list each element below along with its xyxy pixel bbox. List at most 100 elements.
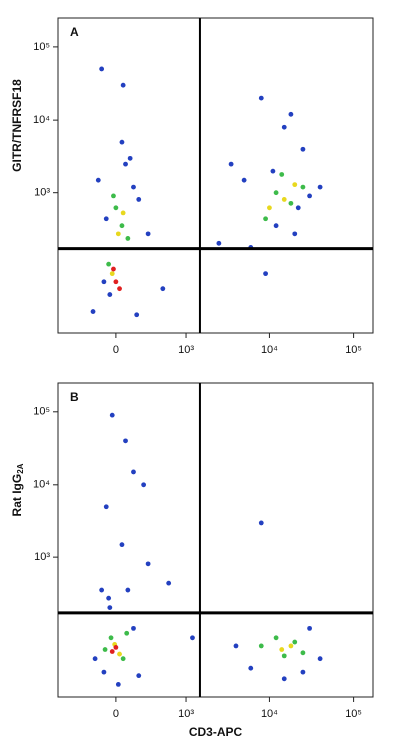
event-dot [124, 630, 130, 636]
event-dot [288, 643, 294, 649]
y-axis-label-text: GITR/TNFRSF18 [10, 79, 24, 172]
event-dot [145, 231, 151, 237]
event-dot [109, 412, 115, 418]
plot-frame [57, 382, 374, 698]
event-dot [131, 469, 136, 475]
y-tick-label: 10⁵ [33, 406, 50, 418]
event-dot [119, 139, 125, 145]
event-dot [115, 682, 121, 687]
event-dot [190, 635, 195, 641]
event-dot [131, 184, 136, 190]
event-dot [103, 504, 109, 510]
panel-letter: A [70, 25, 79, 39]
event-dot [109, 271, 115, 277]
event-dot [263, 216, 268, 222]
event-dot [233, 643, 239, 649]
x-tick-label: 10⁵ [345, 708, 362, 720]
x-tick-label: 0 [113, 708, 119, 720]
event-dot [95, 177, 101, 183]
event-dot [107, 292, 113, 297]
event-dot [101, 669, 107, 675]
event-dot [295, 205, 301, 211]
event-dot [258, 643, 264, 649]
event-dot [307, 625, 312, 631]
event-dot [106, 595, 112, 601]
event-dot [273, 190, 279, 196]
event-dot [120, 82, 126, 88]
event-dot [99, 587, 105, 593]
event-dot [119, 223, 125, 229]
event-dot [125, 236, 131, 241]
panel-letter: B [70, 390, 79, 404]
event-dot [107, 605, 113, 611]
event-dot [300, 146, 306, 152]
event-dot [127, 155, 133, 161]
x-tick-label: 10⁴ [261, 344, 278, 356]
y-tick-label: 10⁴ [33, 479, 50, 491]
event-dot [136, 197, 142, 202]
event-dot [228, 161, 234, 167]
event-dot [125, 587, 131, 593]
y-tick-label: 10⁵ [33, 41, 50, 53]
event-dot [288, 200, 294, 206]
event-dot [145, 561, 151, 567]
event-dot [101, 279, 107, 285]
event-dot [281, 676, 287, 682]
event-dot [270, 168, 276, 174]
event-dot [123, 438, 128, 444]
event-dot [281, 197, 287, 202]
event-dot [300, 669, 306, 675]
event-dot [317, 656, 323, 662]
y-tick-label: 10³ [34, 187, 50, 199]
event-dot [292, 182, 298, 188]
event-dot [120, 656, 126, 662]
event-dot [263, 271, 268, 277]
event-dot [292, 639, 298, 645]
x-tick-label: 10³ [178, 344, 194, 356]
event-dot [248, 665, 254, 671]
event-dot [160, 286, 166, 292]
event-dot [111, 193, 116, 199]
event-dot [166, 580, 172, 586]
x-tick-label: 0 [113, 344, 119, 356]
event-dot [113, 645, 119, 650]
y-axis-label: Rat IgG2A [10, 463, 25, 516]
event-dot [134, 312, 140, 318]
event-dot [279, 647, 285, 652]
event-dot [117, 286, 122, 292]
y-tick-label: 10³ [34, 551, 50, 563]
event-dot [281, 124, 287, 130]
event-dot [279, 172, 285, 177]
event-dot [108, 635, 114, 641]
y-axis-label-sub: 2A [16, 463, 25, 473]
event-dot [131, 625, 136, 631]
y-axis-label-text: Rat IgG [10, 474, 24, 517]
y-tick-label: 10⁴ [33, 114, 50, 126]
event-dot [292, 231, 298, 237]
event-dot [141, 482, 147, 488]
event-dot [113, 279, 119, 285]
event-dot [103, 216, 109, 222]
event-dot [281, 653, 287, 659]
x-axis-label: CD3-APC [189, 725, 243, 739]
event-dot [111, 266, 116, 272]
event-dot [123, 161, 128, 167]
event-dot [92, 656, 98, 662]
event-dot [267, 205, 272, 211]
event-dot [90, 309, 96, 314]
event-dot [241, 177, 247, 183]
event-dot [273, 223, 279, 229]
event-dot [258, 520, 264, 526]
event-dot [106, 261, 112, 267]
event-dot [273, 635, 279, 641]
event-dot [307, 193, 312, 199]
event-dot [216, 240, 222, 246]
event-dot [119, 542, 125, 548]
x-tick-label: 10⁴ [261, 708, 278, 720]
event-dot [113, 205, 119, 211]
x-tick-label: 10⁵ [345, 344, 362, 356]
event-dot [300, 650, 306, 656]
event-dot [300, 184, 306, 190]
x-tick-label: 10³ [178, 708, 194, 720]
